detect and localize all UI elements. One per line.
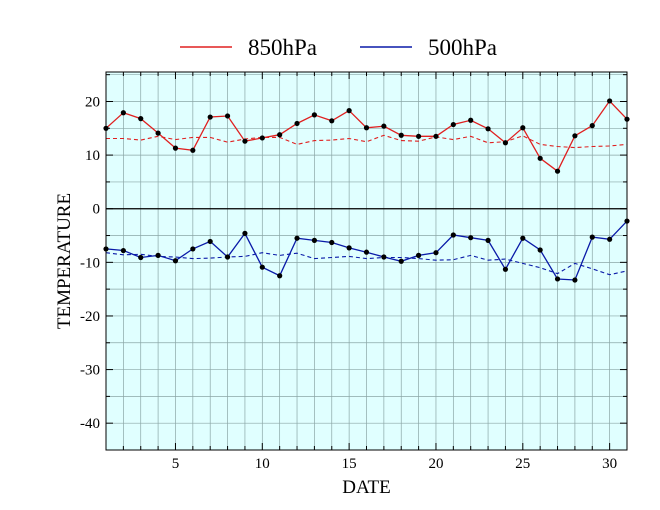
- data-point-850hPa: [572, 133, 578, 139]
- tick-labels: 5 10 15 20 25 30 20 10 0 -10 -20 -30 -40: [80, 94, 617, 472]
- data-point-500hPa: [416, 252, 422, 258]
- data-point-500hPa: [381, 254, 387, 260]
- data-point-850hPa: [224, 113, 231, 119]
- data-point-500hPa: [224, 254, 231, 260]
- data-point-850hPa: [416, 133, 422, 139]
- data-point-500hPa: [329, 239, 335, 246]
- y-tick-label: -30: [80, 363, 100, 379]
- data-point-850hPa: [520, 125, 526, 131]
- data-point-850hPa: [311, 112, 317, 118]
- data-point-500hPa: [120, 247, 126, 254]
- data-point-850hPa: [607, 98, 613, 104]
- x-tick-label: 20: [428, 456, 443, 472]
- data-point-850hPa: [381, 123, 387, 129]
- data-point-850hPa: [277, 132, 283, 138]
- data-point-500hPa: [259, 264, 265, 270]
- data-point-850hPa: [120, 110, 126, 116]
- data-point-500hPa: [155, 252, 161, 258]
- x-tick-label: 25: [515, 456, 530, 472]
- data-point-500hPa: [242, 230, 248, 236]
- data-point-850hPa: [242, 138, 248, 144]
- y-tick-label: 10: [85, 148, 100, 164]
- y-tick-label: -10: [80, 255, 100, 271]
- data-point-500hPa: [450, 232, 456, 238]
- data-point-850hPa: [155, 130, 161, 136]
- data-point-500hPa: [398, 258, 404, 264]
- data-point-850hPa: [346, 108, 352, 114]
- data-point-850hPa: [172, 145, 179, 151]
- x-tick-label: 10: [255, 456, 270, 472]
- x-tick-label: 15: [342, 456, 357, 472]
- data-point-850hPa: [259, 135, 265, 141]
- data-point-850hPa: [450, 121, 456, 128]
- data-point-500hPa: [572, 277, 578, 283]
- y-axis-label: TEMPERATURE: [54, 193, 75, 329]
- data-point-850hPa: [207, 114, 213, 120]
- data-point-850hPa: [502, 140, 509, 146]
- series-2-dashed-line: [106, 134, 628, 149]
- axis-ticks: [106, 72, 627, 451]
- data-point-850hPa: [554, 168, 561, 174]
- data-point-850hPa: [138, 116, 144, 122]
- data-point-500hPa: [277, 273, 283, 279]
- data-point-850hPa: [537, 155, 543, 161]
- data-point-500hPa: [537, 247, 543, 253]
- data-point-850hPa: [485, 126, 491, 132]
- data-point-850hPa: [398, 132, 404, 138]
- data-point-500hPa: [207, 238, 213, 245]
- data-point-500hPa: [520, 235, 526, 241]
- data-point-500hPa: [172, 258, 179, 264]
- data-point-850hPa: [190, 147, 196, 153]
- y-tick-label: 0: [93, 202, 101, 218]
- series-layer: [103, 98, 630, 283]
- data-point-500hPa: [468, 235, 474, 241]
- data-point-500hPa: [190, 246, 196, 252]
- data-point-500hPa: [502, 266, 509, 272]
- data-point-500hPa: [294, 235, 300, 241]
- series-3-dashed-line: [105, 252, 628, 276]
- x-tick-label: 30: [602, 456, 617, 472]
- data-point-850hPa: [589, 123, 595, 129]
- legend: 850hPa 500hPa: [180, 35, 497, 60]
- data-point-500hPa: [554, 276, 561, 282]
- x-tick-label: 5: [172, 456, 180, 472]
- data-point-500hPa: [138, 254, 144, 261]
- data-point-850hPa: [468, 117, 474, 123]
- data-point-500hPa: [589, 234, 595, 240]
- legend-label-500hPa: 500hPa: [428, 35, 497, 60]
- data-point-500hPa: [346, 245, 352, 251]
- data-point-850hPa: [294, 120, 300, 127]
- data-point-850hPa: [329, 118, 335, 124]
- x-axis-label: DATE: [342, 477, 391, 498]
- data-point-500hPa: [485, 237, 491, 243]
- data-point-500hPa: [607, 236, 613, 242]
- data-point-500hPa: [433, 250, 439, 256]
- data-point-500hPa: [311, 237, 317, 243]
- legend-label-850hPa: 850hPa: [248, 35, 317, 60]
- y-tick-label: 20: [85, 94, 100, 110]
- y-tick-label: -40: [80, 416, 100, 432]
- data-point-500hPa: [363, 249, 370, 255]
- data-point-850hPa: [363, 125, 370, 131]
- data-point-850hPa: [433, 133, 439, 139]
- y-tick-label: -20: [80, 309, 100, 325]
